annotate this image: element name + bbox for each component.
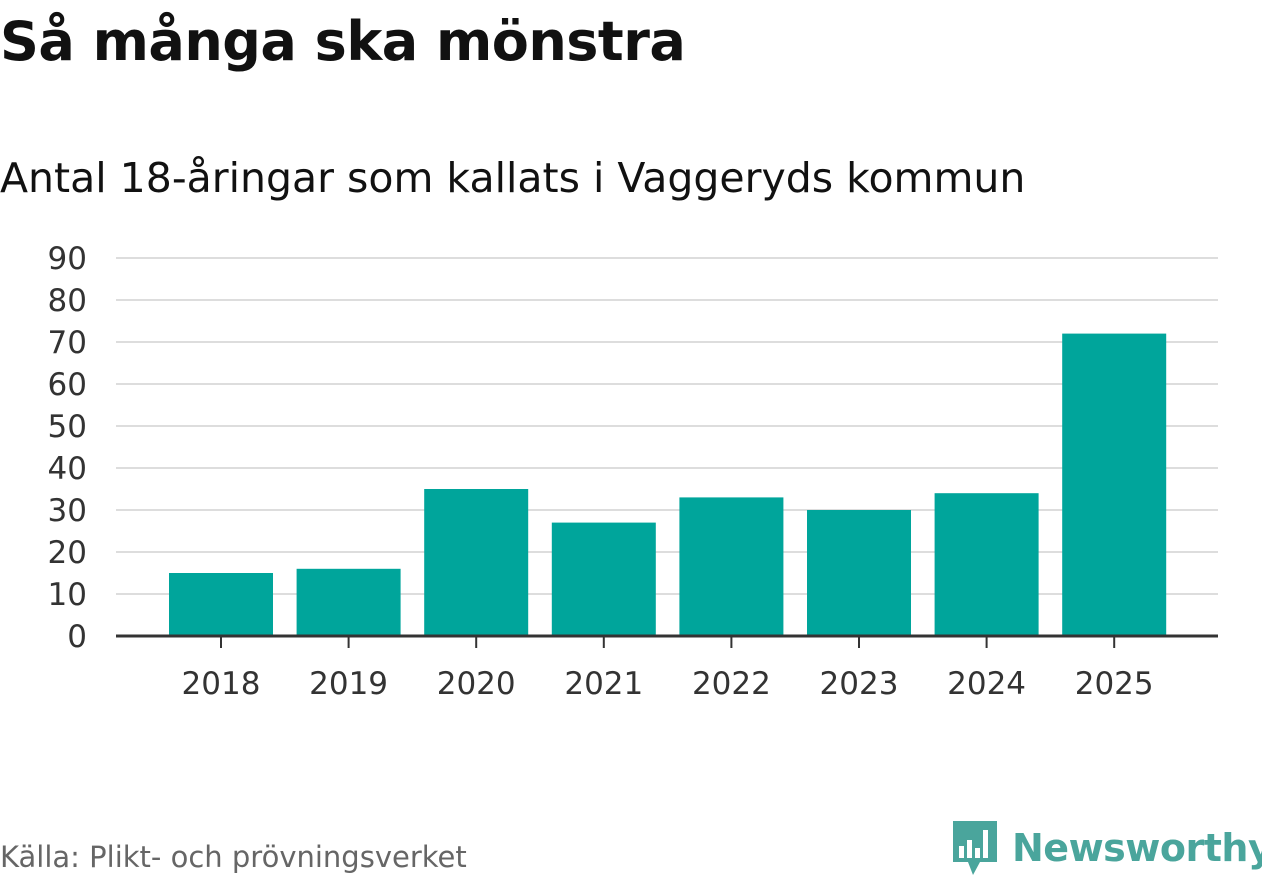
bar-2025 [1062,333,1167,636]
bar-2024 [934,493,1039,636]
bar-2022 [679,497,784,636]
brand-name: Newsworthy [1012,826,1262,870]
y-tick-label: 0 [67,619,87,655]
x-tick-label: 2022 [692,666,771,702]
y-tick-label: 40 [48,451,87,487]
chart-subtitle: Antal 18-åringar som kallats i Vaggeryds… [0,154,1026,202]
chart-title: Så många ska mönstra [0,10,686,73]
x-tick-labels: 2018 2019 2020 2021 2022 2023 2024 2025 [182,666,1154,702]
grid-layer [116,257,1218,595]
y-tick-label: 20 [48,535,87,571]
bar-2019 [296,568,401,636]
bar-2021 [551,522,656,636]
y-tick-label: 70 [48,325,87,361]
bar-2020 [424,489,529,636]
bars-layer [169,333,1167,636]
axis-layer [116,634,1218,648]
brand: Newsworthy [950,818,1262,878]
x-tick-label: 2024 [947,666,1026,702]
y-tick-labels: 0 10 20 30 40 50 60 70 80 90 [48,241,87,655]
x-tick-label: 2018 [182,666,261,702]
bar-2018 [169,573,273,636]
y-tick-label: 90 [48,241,87,277]
x-tick-label: 2023 [820,666,899,702]
bar-chart: 0 10 20 30 40 50 60 70 80 90 2018 2019 2020 2021 2022… [48,241,1218,702]
y-tick-label: 30 [48,493,87,529]
y-tick-label: 60 [48,367,87,403]
y-tick-label: 80 [48,283,87,319]
source-note: Källa: Plikt- och prövningsverket [0,840,467,874]
x-tick-label: 2025 [1075,666,1154,702]
y-tick-label: 50 [48,409,87,445]
x-tick-label: 2019 [309,666,388,702]
x-tick-label: 2020 [437,666,516,702]
y-tick-label: 10 [48,577,87,613]
x-tick-label: 2021 [564,666,643,702]
bar-2023 [807,510,911,636]
newsworthy-logo-icon [953,821,997,875]
